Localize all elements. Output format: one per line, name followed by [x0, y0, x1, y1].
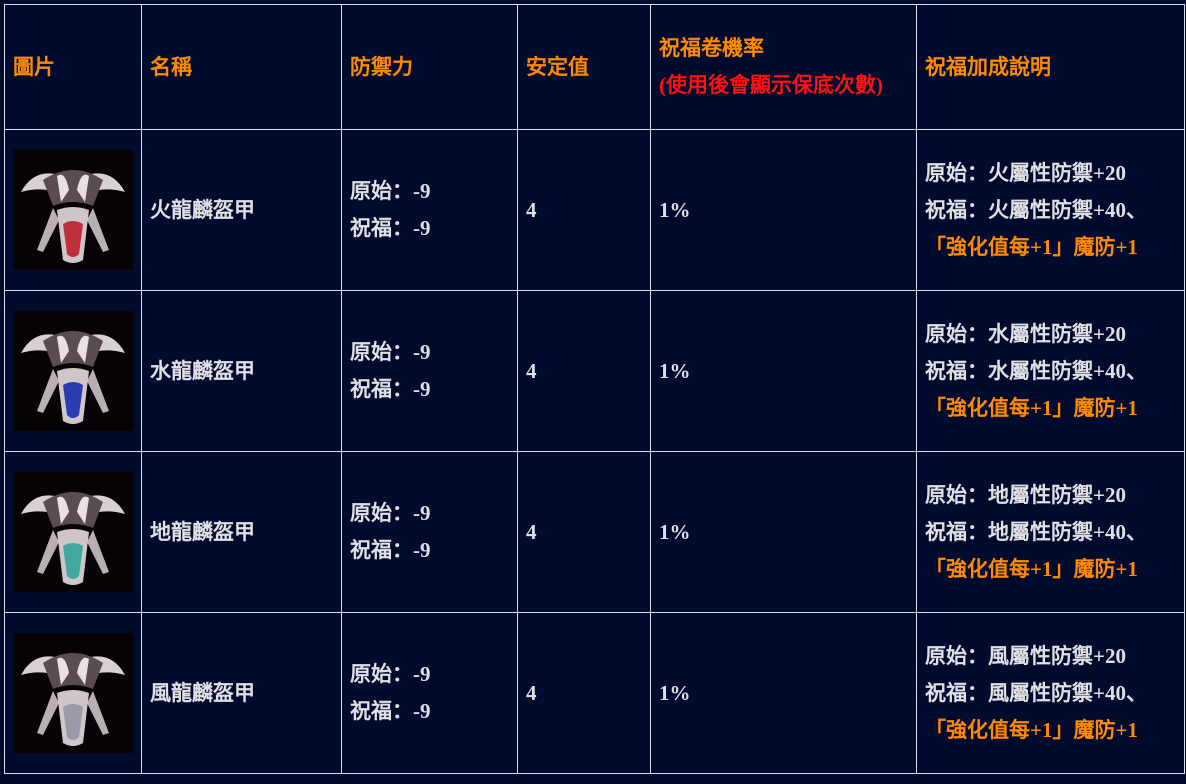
defense-cell: 原始：-9 祝福：-9 — [341, 290, 518, 452]
table-row: 火龍麟盔甲 原始：-9 祝福：-9 4 1% 原始：火屬性防禦+20 祝福：火屬性防… — [4, 129, 1185, 291]
header-name: 名稱 — [141, 4, 342, 130]
bonus-extra: 「強化值每+1」魔防+1 — [925, 234, 1138, 259]
bonus-extra: 「強化值每+1」魔防+1 — [925, 395, 1138, 420]
defense-blessed: 祝福：-9 — [350, 699, 431, 723]
safety-text: 4 — [526, 358, 537, 383]
defense-blessed: 祝福：-9 — [350, 216, 431, 240]
rate-text: 1% — [659, 358, 691, 383]
header-safety: 安定值 — [517, 4, 651, 130]
image-cell — [4, 290, 142, 452]
safety-text: 4 — [526, 680, 537, 705]
armor-name: 火龍麟盔甲 — [141, 129, 342, 291]
armor-image — [13, 150, 133, 270]
header-defense: 防禦力 — [341, 4, 518, 130]
header-image: 圖片 — [4, 4, 142, 130]
armor-name: 地龍麟盔甲 — [141, 451, 342, 613]
header-bless-bonus: 祝福加成說明 — [916, 4, 1185, 130]
armor-image — [13, 633, 133, 753]
bless-rate: 1% — [650, 451, 917, 613]
bless-rate: 1% — [650, 290, 917, 452]
bless-rate: 1% — [650, 129, 917, 291]
defense-original: 原始：-9 — [350, 501, 431, 525]
image-cell — [4, 451, 142, 613]
table-row: 地龍麟盔甲 原始：-9 祝福：-9 4 1% 原始：地屬性防禦+20 祝福：地屬性防… — [4, 451, 1185, 613]
safety-value: 4 — [517, 129, 651, 291]
defense-original: 原始：-9 — [350, 179, 431, 203]
header-bless-rate-note: (使用後會顯示保底次數) — [659, 73, 883, 97]
defense-blessed: 祝福：-9 — [350, 538, 431, 562]
bless-bonus-cell: 原始：地屬性防禦+20 祝福：地屬性防禦+40、「強化值每+1」魔防+1 — [916, 451, 1185, 613]
defense-blessed: 祝福：-9 — [350, 377, 431, 401]
safety-value: 4 — [517, 451, 651, 613]
bonus-extra: 「強化值每+1」魔防+1 — [925, 717, 1138, 742]
bonus-blessed: 祝福：水屬性防禦+40、 — [925, 358, 1147, 383]
header-row: 圖片 名稱 防禦力 安定值 祝福卷機率 (使用後會顯示保底次數) 祝福加成說明 — [4, 4, 1185, 130]
name-text: 地龍麟盔甲 — [150, 519, 255, 544]
header-bless-rate-title: 祝福卷機率 — [659, 36, 764, 60]
armor-image — [13, 311, 133, 431]
defense-original: 原始：-9 — [350, 662, 431, 686]
rate-text: 1% — [659, 680, 691, 705]
armor-name: 水龍麟盔甲 — [141, 290, 342, 452]
name-text: 火龍麟盔甲 — [150, 197, 255, 222]
rate-text: 1% — [659, 519, 691, 544]
bless-rate: 1% — [650, 612, 917, 774]
bonus-original: 原始：火屬性防禦+20 — [925, 160, 1126, 185]
table-row: 風龍麟盔甲 原始：-9 祝福：-9 4 1% 原始：風屬性防禦+20 祝福：風屬性防… — [4, 612, 1185, 774]
bonus-blessed: 祝福：風屬性防禦+40、 — [925, 680, 1147, 705]
defense-original: 原始：-9 — [350, 340, 431, 364]
table-row: 水龍麟盔甲 原始：-9 祝福：-9 4 1% 原始：水屬性防禦+20 祝福：水屬性防… — [4, 290, 1185, 452]
bonus-blessed: 祝福：地屬性防禦+40、 — [925, 519, 1147, 544]
armor-name: 風龍麟盔甲 — [141, 612, 342, 774]
rate-text: 1% — [659, 197, 691, 222]
bless-bonus-cell: 原始：火屬性防禦+20 祝福：火屬性防禦+40、「強化值每+1」魔防+1 — [916, 129, 1185, 291]
name-text: 風龍麟盔甲 — [150, 680, 255, 705]
safety-text: 4 — [526, 519, 537, 544]
header-bless-rate: 祝福卷機率 (使用後會顯示保底次數) — [650, 4, 917, 130]
bless-bonus-cell: 原始：水屬性防禦+20 祝福：水屬性防禦+40、「強化值每+1」魔防+1 — [916, 290, 1185, 452]
defense-cell: 原始：-9 祝福：-9 — [341, 451, 518, 613]
bonus-original: 原始：風屬性防禦+20 — [925, 643, 1126, 668]
image-cell — [4, 612, 142, 774]
image-cell — [4, 129, 142, 291]
bless-bonus-cell: 原始：風屬性防禦+20 祝福：風屬性防禦+40、「強化值每+1」魔防+1 — [916, 612, 1185, 774]
defense-cell: 原始：-9 祝福：-9 — [341, 612, 518, 774]
bonus-original: 原始：水屬性防禦+20 — [925, 321, 1126, 346]
defense-cell: 原始：-9 祝福：-9 — [341, 129, 518, 291]
safety-value: 4 — [517, 290, 651, 452]
safety-text: 4 — [526, 197, 537, 222]
bonus-original: 原始：地屬性防禦+20 — [925, 482, 1126, 507]
armor-image — [13, 472, 133, 592]
bonus-extra: 「強化值每+1」魔防+1 — [925, 556, 1138, 581]
armor-table: 圖片 名稱 防禦力 安定值 祝福卷機率 (使用後會顯示保底次數) 祝福加成說明 火… — [4, 4, 1185, 774]
name-text: 水龍麟盔甲 — [150, 358, 255, 383]
safety-value: 4 — [517, 612, 651, 774]
bonus-blessed: 祝福：火屬性防禦+40、 — [925, 197, 1147, 222]
